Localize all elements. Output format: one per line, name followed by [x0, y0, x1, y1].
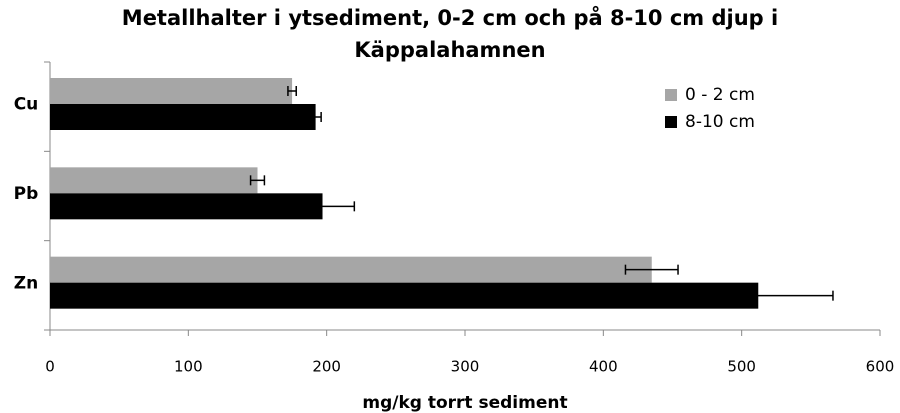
- legend-label: 8-10 cm: [685, 112, 755, 132]
- bar: [50, 104, 316, 130]
- legend-swatch: [665, 116, 677, 128]
- x-tick-label: 500: [727, 358, 756, 376]
- bar: [50, 193, 323, 220]
- x-tick-label: 0: [45, 358, 55, 376]
- legend-swatch: [665, 89, 677, 101]
- legend-label: 0 - 2 cm: [685, 85, 755, 105]
- bar: [50, 282, 759, 309]
- x-tick-label: 200: [312, 358, 341, 376]
- x-axis-title: mg/kg torrt sediment: [362, 393, 567, 413]
- bar: [50, 167, 258, 194]
- bar: [50, 78, 293, 104]
- y-tick-label: Pb: [14, 184, 39, 204]
- x-tick-label: 400: [589, 358, 618, 376]
- x-tick-label: 300: [451, 358, 480, 376]
- chart-title: Metallhalter i ytsediment, 0-2 cm och på…: [121, 6, 779, 62]
- x-tick-label: 600: [866, 358, 895, 376]
- x-tick-label: 100: [174, 358, 203, 376]
- bar: [50, 256, 652, 283]
- y-tick-label: Zn: [14, 273, 38, 293]
- y-tick-label: Cu: [14, 95, 39, 115]
